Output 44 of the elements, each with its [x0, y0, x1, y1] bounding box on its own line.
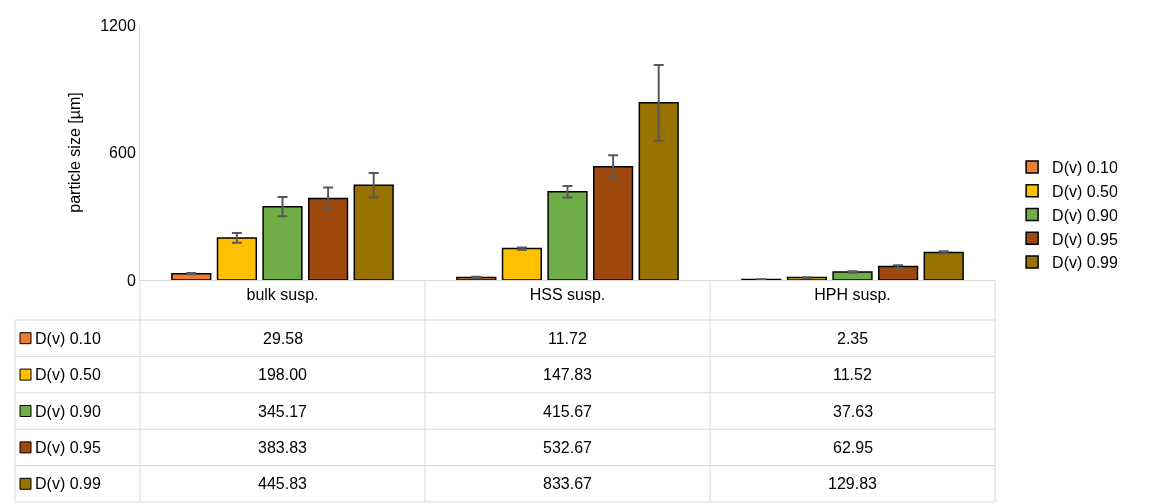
data-label: 532.67	[543, 439, 593, 456]
y-axis-title: particle size [µm]	[66, 92, 84, 213]
text: D(v) 0.99	[35, 475, 101, 492]
y-tick-label: 1200	[100, 16, 136, 34]
bar	[547, 190, 588, 280]
data-label: 833.67	[543, 475, 593, 492]
data-label: 198.00	[258, 366, 308, 383]
y-tick-label: 0	[126, 271, 136, 289]
data-label: 345.17	[258, 403, 308, 420]
bar	[501, 247, 543, 280]
x-tick-label: HPH susp.	[814, 286, 891, 304]
bar	[307, 197, 349, 280]
legend-label: D(v) 0.95	[1052, 230, 1118, 248]
text: D(v) 0.95	[35, 439, 101, 456]
bar	[353, 184, 394, 280]
legend-label: D(v) 0.99	[1052, 254, 1118, 272]
bar	[216, 237, 258, 280]
data-label: 2.35	[837, 330, 869, 347]
text: D(v) 0.10	[1052, 159, 1118, 177]
bar	[832, 271, 873, 280]
data-label: 147.83	[543, 366, 593, 383]
data-label: 445.83	[258, 475, 308, 492]
bar	[638, 102, 679, 280]
bar	[923, 251, 964, 280]
bar	[877, 265, 919, 280]
x-tick-label: HSS susp.	[529, 286, 606, 304]
y-tick-label: 600	[109, 144, 136, 162]
bar	[592, 166, 634, 280]
data-label: 37.63	[833, 403, 874, 420]
text: D(v) 0.50	[1052, 182, 1118, 200]
data-label: 129.83	[828, 475, 878, 492]
data-label: 415.67	[543, 403, 593, 420]
bar	[171, 272, 212, 280]
legend-label: D(v) 0.50	[35, 366, 101, 383]
legend-label: D(v) 0.10	[35, 330, 101, 347]
bar	[262, 205, 303, 280]
x-tick-label: bulk susp.	[246, 286, 319, 304]
legend-label: D(v) 0.90	[1052, 206, 1118, 224]
data-label: 29.58	[263, 330, 304, 347]
data-label: 383.83	[258, 439, 308, 456]
data-label: 62.95	[833, 439, 874, 456]
data-label: 11.72	[548, 330, 587, 347]
text: D(v) 0.90	[35, 403, 101, 420]
data-label: 11.52	[833, 366, 872, 383]
